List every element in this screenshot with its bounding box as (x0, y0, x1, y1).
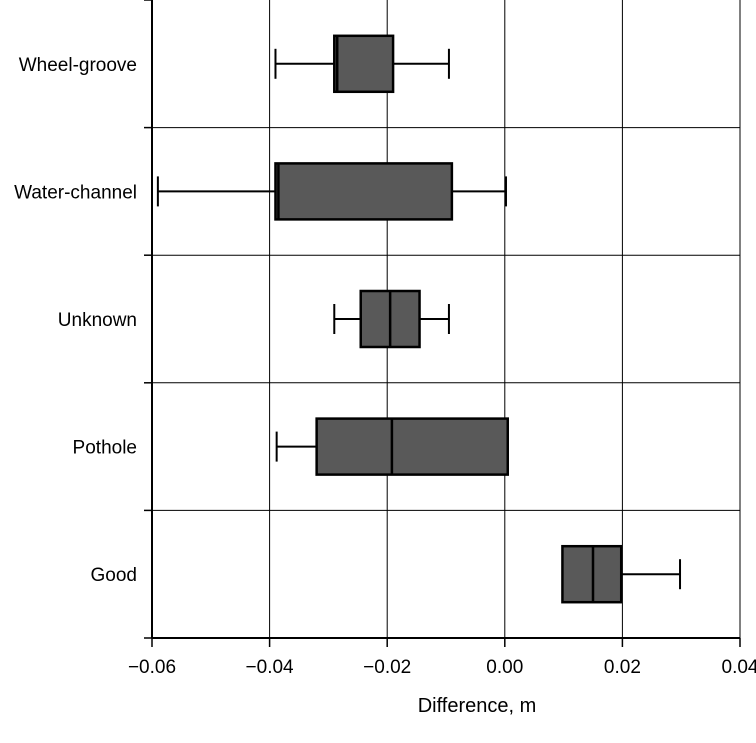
box-iqr (274, 162, 454, 221)
boxes (156, 34, 682, 604)
category-label: Water-channel (14, 182, 137, 203)
category-label: Wheel-groove (19, 55, 137, 76)
box-water-channel (156, 162, 507, 221)
x-tick-label: 0.00 (486, 657, 523, 678)
category-label: Good (91, 565, 137, 586)
x-tick-label: −0.04 (246, 657, 295, 678)
x-axis-title: Difference, m (418, 695, 537, 717)
x-tick-label: 0.02 (604, 657, 641, 678)
category-label: Pothole (73, 438, 137, 459)
x-tick-label: −0.02 (363, 657, 411, 678)
box-iqr (315, 417, 509, 476)
box-unknown (333, 289, 450, 349)
box-pothole (275, 417, 509, 476)
x-tick-label: 0.04 (722, 657, 756, 678)
labels: −0.06 −0.04 −0.02 0.00 0.02 0.04 Wheel-groove W… (14, 55, 756, 678)
x-tick-label: −0.06 (128, 657, 176, 678)
box-iqr (333, 34, 395, 94)
box-wheel-groove (274, 34, 450, 94)
category-label: Unknown (58, 310, 137, 331)
axes (144, 0, 741, 647)
box-good (561, 544, 682, 604)
